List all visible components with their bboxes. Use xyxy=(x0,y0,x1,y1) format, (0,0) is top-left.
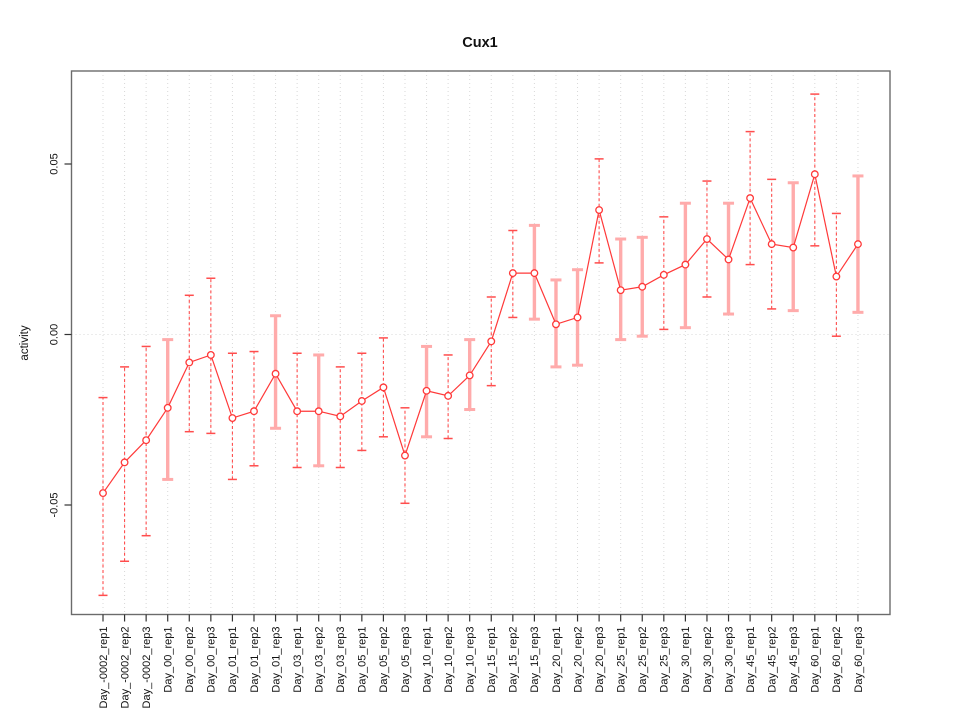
data-point xyxy=(357,397,366,405)
x-tick-label: Day_15_rep3 xyxy=(529,627,541,693)
x-tick-label: Day_45_rep2 xyxy=(766,627,778,693)
x-tick-label: Day_-0002_rep1 xyxy=(98,627,110,709)
data-point xyxy=(638,282,647,291)
x-tick-label: Day_00_rep3 xyxy=(206,627,218,693)
data-point xyxy=(185,358,194,367)
data-point xyxy=(206,351,215,359)
data-point xyxy=(767,240,776,249)
data-point xyxy=(422,386,431,395)
data-point xyxy=(336,412,345,421)
data-point xyxy=(616,286,625,295)
x-tick-label: Day_03_rep2 xyxy=(314,627,326,693)
data-point xyxy=(724,255,733,264)
data-point xyxy=(271,369,280,378)
data-point xyxy=(659,270,668,279)
y-tick-label: -0.05 xyxy=(49,492,61,517)
x-tick-label: Day_45_rep1 xyxy=(745,627,757,693)
x-tick-label: Day_25_rep2 xyxy=(637,627,649,693)
gridlines xyxy=(71,71,890,615)
data-point xyxy=(832,272,841,281)
x-tick-label: Day_20_rep3 xyxy=(594,627,606,693)
data-point xyxy=(595,206,604,214)
x-tick-label: Day_30_rep3 xyxy=(723,627,735,693)
x-tick-label: Day_05_rep1 xyxy=(357,627,369,693)
data-point xyxy=(508,269,517,278)
data-point xyxy=(789,243,798,252)
y-tick-label: 0.05 xyxy=(49,153,61,174)
x-tick-label: Day_10_rep1 xyxy=(421,627,433,693)
x-tick-label: Day_01_rep1 xyxy=(227,627,239,693)
x-tick-label: Day_-0002_rep2 xyxy=(119,627,131,709)
data-point xyxy=(314,407,323,416)
series-line xyxy=(102,174,859,494)
x-tick-label: Day_10_rep3 xyxy=(464,627,476,693)
x-tick-label: Day_25_rep3 xyxy=(659,627,671,693)
y-axis-label: activity xyxy=(19,325,31,360)
data-point xyxy=(163,403,172,412)
data-point xyxy=(142,436,151,445)
data-point xyxy=(552,320,560,329)
data-point xyxy=(379,383,388,392)
data-point xyxy=(293,407,302,416)
x-tick-label: Day_03_rep3 xyxy=(335,627,347,693)
data-point xyxy=(530,269,539,278)
data-point xyxy=(487,337,496,346)
x-tick-label: Day_05_rep3 xyxy=(400,627,412,693)
x-tick-label: Day_05_rep2 xyxy=(378,627,390,693)
x-tick-label: Day_30_rep2 xyxy=(702,627,714,693)
y-tick-label: 0.00 xyxy=(49,324,61,345)
x-tick-label: Day_20_rep2 xyxy=(572,627,584,693)
data-point xyxy=(681,260,690,269)
chart-title: Cux1 xyxy=(462,35,497,51)
x-tick-label: Day_20_rep1 xyxy=(551,627,563,693)
plot-border xyxy=(70,70,891,616)
x-tick-label: Day_60_rep1 xyxy=(810,627,822,693)
data-point xyxy=(228,414,237,422)
data-point xyxy=(120,458,129,467)
x-tick-label: Day_25_rep1 xyxy=(615,627,627,693)
x-tick-label: Day_00_rep2 xyxy=(184,627,196,693)
x-tick-label: Day_01_rep2 xyxy=(249,627,261,693)
x-tick-label: Day_03_rep1 xyxy=(292,627,304,693)
data-point xyxy=(703,235,711,243)
y-axis: 0.05 0.00 -0.05 xyxy=(49,153,72,518)
x-tick-label: Day_15_rep2 xyxy=(508,627,520,693)
data-point xyxy=(99,489,107,498)
x-tick-label: Day_45_rep3 xyxy=(788,627,800,693)
data-point xyxy=(810,170,819,179)
data-point xyxy=(746,194,755,203)
x-tick-label: Day_15_rep1 xyxy=(486,627,498,693)
x-tick-label: Day_60_rep3 xyxy=(853,627,865,693)
x-tick-label: Day_01_rep3 xyxy=(270,627,282,693)
data-point xyxy=(250,407,258,416)
x-tick-label: Day_60_rep2 xyxy=(831,627,843,693)
data-point xyxy=(465,371,474,380)
data-point xyxy=(444,391,453,400)
x-tick-label: Day_-0002_rep3 xyxy=(141,627,153,709)
x-tick-label: Day_00_rep1 xyxy=(163,627,175,693)
x-tick-label: Day_10_rep2 xyxy=(443,627,455,693)
data-points xyxy=(99,170,862,498)
data-point xyxy=(854,240,862,249)
data-point xyxy=(401,451,409,460)
data-point xyxy=(573,313,582,322)
x-tick-label: Day_30_rep1 xyxy=(680,627,692,693)
x-axis: Day_-0002_rep1 Day_-0002_rep2 Day_-0002_re… xyxy=(98,614,865,709)
